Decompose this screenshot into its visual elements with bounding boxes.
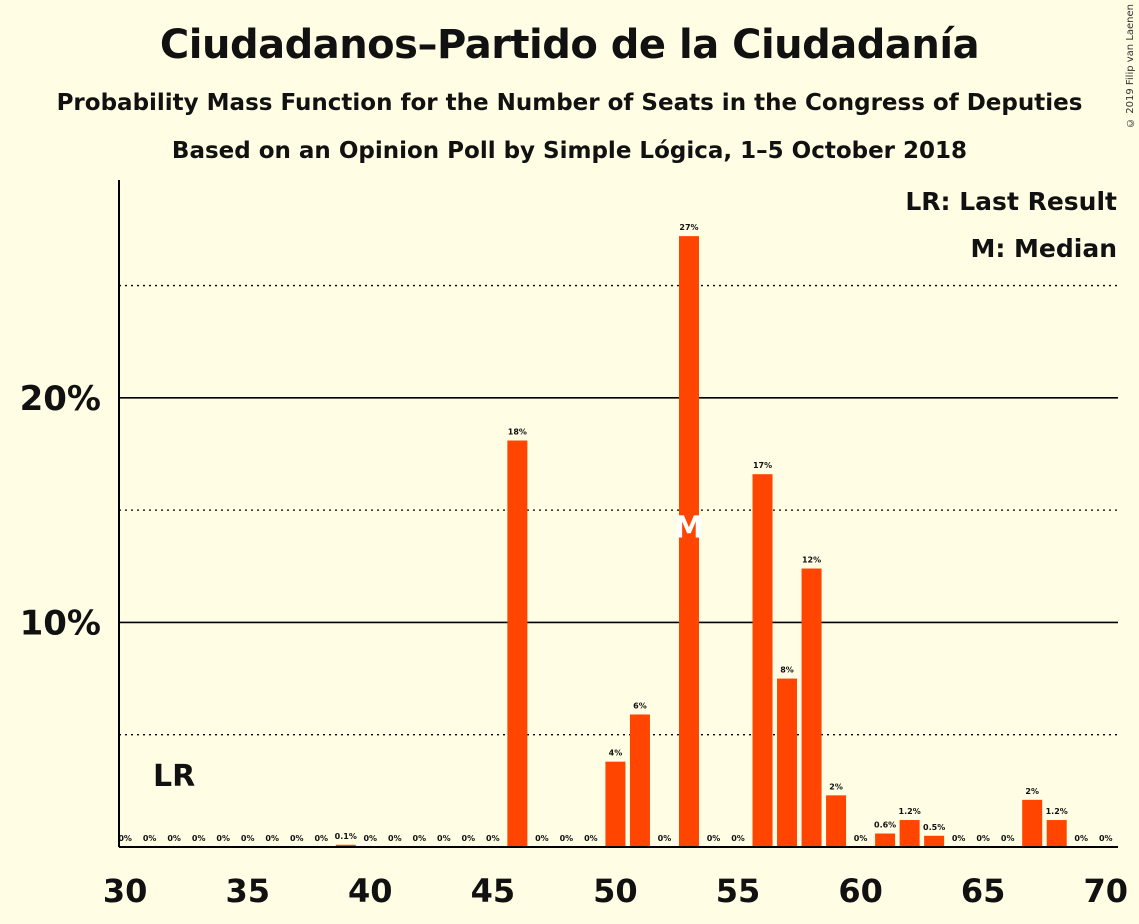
bar-value-label: 0% xyxy=(731,834,745,843)
bar-value-label: 0% xyxy=(560,834,574,843)
bar-value-label: 0% xyxy=(314,834,328,843)
x-tick-label: 55 xyxy=(716,872,761,910)
chart-title: Ciudadanos–Partido de la Ciudadanía xyxy=(159,22,980,68)
x-tick-label: 35 xyxy=(225,872,270,910)
bar-value-label: 0% xyxy=(707,834,721,843)
bar-value-label: 0% xyxy=(952,834,966,843)
legend-median: M: Median xyxy=(970,234,1117,263)
bar-value-label: 0% xyxy=(118,834,132,843)
bar xyxy=(924,835,945,847)
bar xyxy=(801,568,822,847)
x-tick-label: 50 xyxy=(593,872,638,910)
bar-value-label: 0% xyxy=(462,834,476,843)
bar-value-label: 17% xyxy=(753,461,772,470)
bar xyxy=(875,833,896,847)
bar-value-label: 0% xyxy=(413,834,427,843)
bar xyxy=(752,474,773,847)
bar-value-label: 0% xyxy=(854,834,868,843)
x-tick-label: 45 xyxy=(471,872,516,910)
bar-value-label: 0% xyxy=(584,834,598,843)
bar xyxy=(1046,820,1067,847)
bar-value-label: 0.6% xyxy=(874,821,896,830)
legend-last-result: LR: Last Result xyxy=(905,187,1117,216)
bar-value-label: 0% xyxy=(437,834,451,843)
bar-value-label: 4% xyxy=(609,749,623,758)
chart-subtitle: Probability Mass Function for the Number… xyxy=(56,90,1083,116)
bar xyxy=(605,761,626,847)
bar-value-label: 0% xyxy=(167,834,181,843)
y-tick-label: 10% xyxy=(20,603,101,643)
bar-value-label: 0.5% xyxy=(923,823,945,832)
last-result-marker: LR xyxy=(153,759,195,794)
bar-value-label: 0% xyxy=(1099,834,1113,843)
bar-value-label: 0% xyxy=(486,834,500,843)
bar xyxy=(826,795,847,847)
bar-value-label: 0% xyxy=(241,834,255,843)
bar-value-label: 2% xyxy=(1025,787,1039,796)
x-tick-label: 40 xyxy=(348,872,393,910)
bar xyxy=(507,440,528,847)
bar-value-label: 1.2% xyxy=(899,807,921,816)
bar xyxy=(777,678,798,847)
bar-value-label: 1.2% xyxy=(1046,807,1068,816)
bar-value-label: 0% xyxy=(143,834,157,843)
bar-value-label: 8% xyxy=(780,666,794,675)
chart-subtitle-poll: Based on an Opinion Poll by Simple Lógic… xyxy=(171,138,968,164)
bar xyxy=(1022,799,1043,847)
x-tick-label: 30 xyxy=(103,872,148,910)
median-marker: M xyxy=(674,511,704,546)
bar-value-label: 0% xyxy=(535,834,549,843)
bar-value-label: 0% xyxy=(1074,834,1088,843)
bar-value-label: 6% xyxy=(633,701,647,710)
x-tick-label: 70 xyxy=(1083,872,1128,910)
bar-value-label: 0% xyxy=(363,834,377,843)
bar xyxy=(629,714,650,847)
bar-value-label: 0% xyxy=(290,834,304,843)
bar-value-label: 18% xyxy=(508,428,527,437)
bar xyxy=(899,820,920,847)
bar xyxy=(678,236,699,847)
x-tick-label: 60 xyxy=(838,872,883,910)
bar-value-label: 12% xyxy=(802,556,821,565)
bar-value-label: 0% xyxy=(265,834,279,843)
bar-value-label: 27% xyxy=(679,223,698,232)
bar-value-label: 0% xyxy=(658,834,672,843)
y-tick-label: 20% xyxy=(20,379,101,419)
bar-value-label: 0% xyxy=(192,834,206,843)
x-tick-label: 65 xyxy=(961,872,1006,910)
bar-value-label: 0% xyxy=(216,834,230,843)
bar-value-label: 2% xyxy=(829,782,843,791)
bar-value-label: 0% xyxy=(1001,834,1015,843)
bar xyxy=(335,844,356,847)
bar-value-label: 0.1% xyxy=(335,832,357,841)
bar-value-label: 0% xyxy=(388,834,402,843)
bar-value-label: 0% xyxy=(976,834,990,843)
